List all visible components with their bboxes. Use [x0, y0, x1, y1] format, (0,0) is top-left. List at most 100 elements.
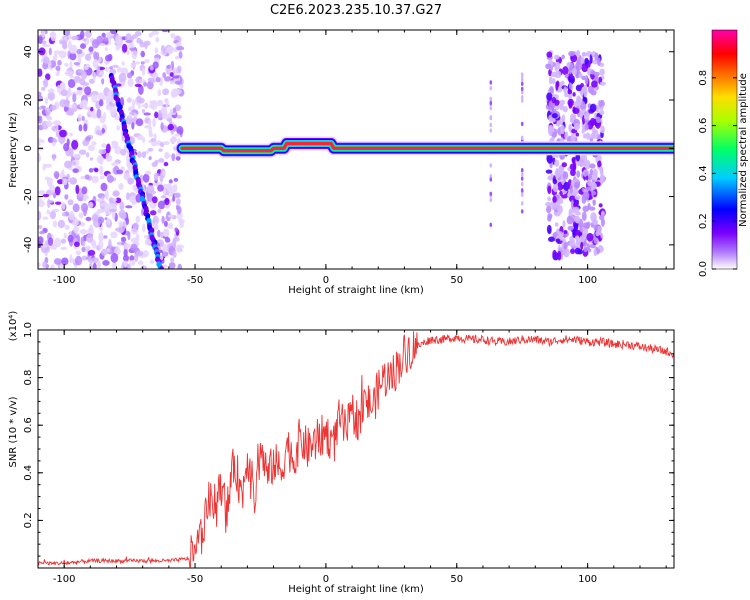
band-blob: [572, 92, 576, 97]
x-tick-label: -50: [187, 574, 203, 585]
noise-blob: [123, 242, 131, 249]
band-blob: [569, 235, 574, 243]
noise-blob: [87, 249, 96, 256]
x-tick-label: 0: [323, 275, 329, 286]
noise-blob: [102, 112, 107, 122]
band-blob: [546, 51, 553, 58]
noise-blob: [45, 264, 50, 269]
noise-blob: [135, 233, 140, 242]
noise-blob: [144, 59, 150, 64]
noise-blob: [156, 101, 164, 107]
band-blob: [546, 92, 553, 101]
noise-blob: [52, 220, 58, 228]
noise-blob: [142, 250, 149, 258]
noise-blob: [120, 236, 127, 243]
band-blob: [562, 238, 566, 244]
noise-blob: [157, 200, 166, 210]
y-tick-label: 20: [23, 94, 34, 107]
noise-blob: [106, 175, 114, 183]
noise-blob: [131, 98, 136, 109]
noise-blob: [67, 78, 76, 88]
band-blob: [572, 106, 576, 113]
noise-blob: [68, 40, 72, 51]
band-blob: [585, 132, 591, 140]
noise-blob: [145, 170, 152, 175]
noise-blob: [60, 246, 68, 251]
noise-blob: [169, 72, 174, 77]
band-blob: [560, 80, 565, 87]
band-blob: [599, 68, 605, 76]
band-blob: [589, 168, 594, 176]
noise-blob: [49, 210, 57, 220]
band-blob: [555, 81, 559, 91]
noise-blob: [88, 224, 94, 235]
y-tick-label: -40: [23, 237, 34, 253]
noise-blob: [129, 47, 137, 51]
band-blob: [576, 170, 581, 178]
streak-blob: [520, 172, 524, 177]
noise-blob: [84, 86, 92, 96]
streak-blob: [520, 121, 524, 127]
noise-blob: [125, 192, 130, 201]
noise-blob: [38, 210, 42, 221]
noise-blob: [103, 95, 108, 101]
noise-blob: [96, 130, 103, 136]
noise-blob: [153, 133, 157, 140]
y-tick-label: -20: [23, 188, 34, 204]
noise-blob: [62, 178, 68, 186]
noise-blob: [88, 46, 94, 53]
noise-blob: [43, 56, 50, 65]
streak-blob: [489, 106, 493, 111]
x-tick-label: 100: [578, 275, 597, 286]
noise-blob: [116, 169, 124, 175]
noise-blob: [80, 202, 89, 213]
noise-blob: [82, 99, 88, 108]
noise-blob: [151, 196, 158, 204]
noise-blob: [104, 47, 108, 52]
band-blob: [551, 131, 558, 138]
noise-blob: [149, 210, 157, 216]
noise-blob: [125, 217, 129, 226]
noise-blob: [53, 258, 62, 265]
noise-blob: [135, 193, 142, 203]
noise-blob: [83, 64, 89, 70]
noise-blob: [111, 262, 117, 269]
noise-blob: [80, 43, 87, 49]
band-blob: [591, 181, 595, 186]
noise-blob: [173, 192, 181, 199]
noise-blob: [135, 118, 144, 127]
colorbar-tick-label: 0.6: [698, 118, 709, 134]
noise-blob: [137, 150, 142, 158]
band-blob: [549, 86, 554, 94]
noise-blob: [179, 220, 184, 229]
noise-blob: [178, 51, 183, 59]
noise-blob: [41, 30, 46, 38]
band-blob: [563, 242, 568, 250]
noise-blob: [69, 177, 78, 185]
band-blob: [587, 67, 591, 73]
noise-blob: [59, 39, 63, 45]
y-tick-label: 40: [23, 45, 34, 58]
noise-blob: [97, 92, 105, 102]
noise-blob: [111, 162, 119, 167]
noise-blob: [114, 227, 122, 232]
noise-blob: [146, 192, 154, 202]
noise-blob: [121, 61, 125, 66]
noise-blob: [134, 61, 141, 65]
x-tick-label: -100: [53, 574, 76, 585]
noise-blob: [101, 78, 105, 85]
noise-blob: [38, 190, 46, 195]
noise-blob: [129, 255, 135, 262]
band-blob: [594, 52, 599, 61]
noise-blob: [38, 115, 43, 124]
noise-blob: [160, 49, 167, 56]
noise-blob: [141, 108, 146, 114]
noise-blob: [166, 64, 171, 69]
noise-blob: [72, 203, 80, 213]
band-blob: [592, 168, 598, 177]
noise-blob: [81, 255, 88, 261]
noise-blob: [76, 48, 83, 55]
noise-blob: [99, 43, 106, 47]
noise-blob: [44, 96, 49, 105]
noise-blob: [163, 229, 169, 237]
